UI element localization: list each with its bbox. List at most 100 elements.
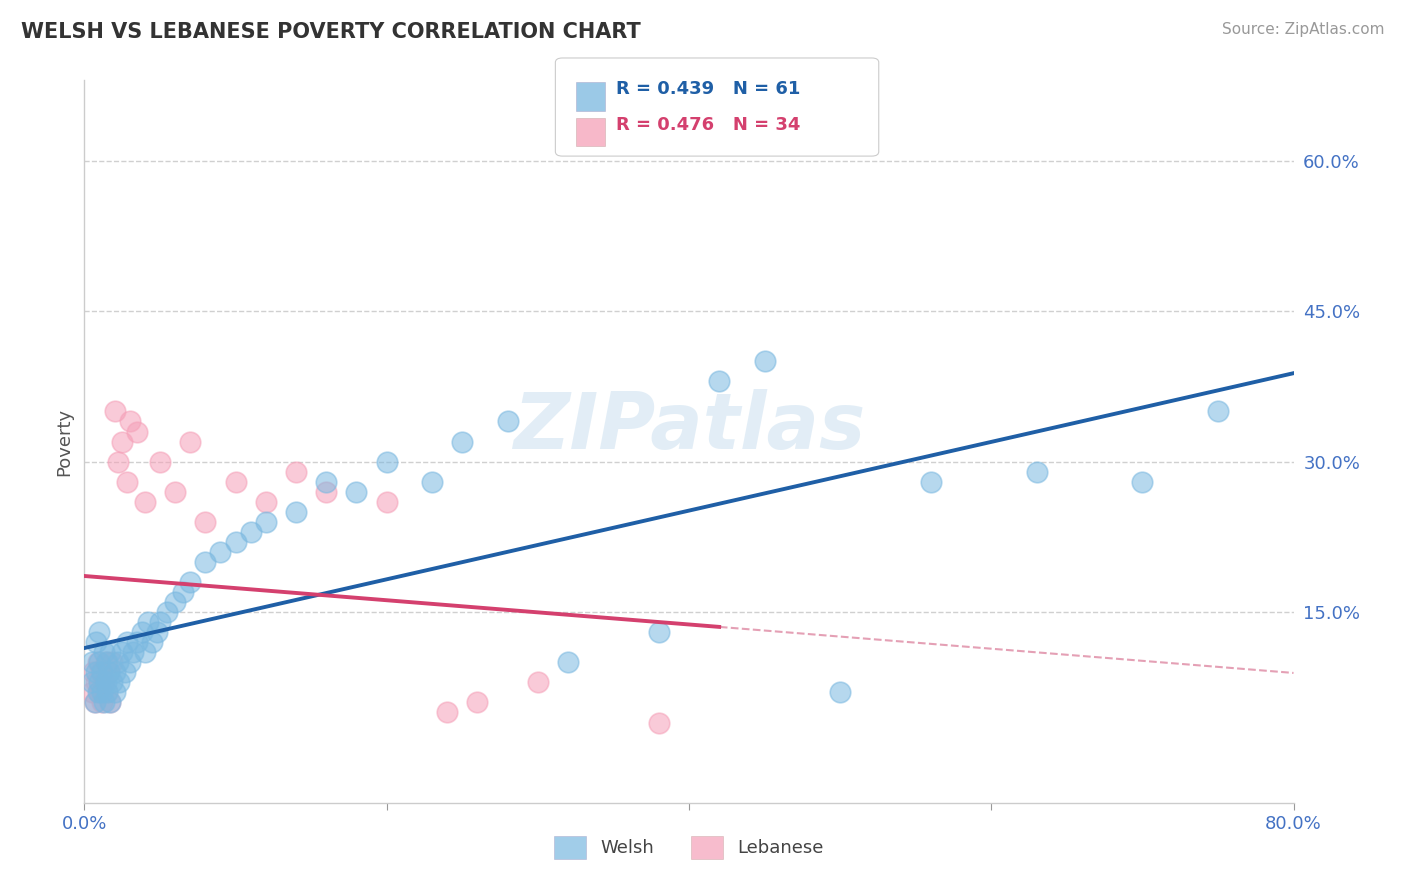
Welsh xyxy=(346,484,368,499)
Text: ZIPatlas: ZIPatlas xyxy=(513,389,865,465)
Welsh xyxy=(754,354,776,368)
Welsh xyxy=(96,685,118,699)
Welsh xyxy=(104,665,127,680)
Welsh xyxy=(84,696,107,710)
Welsh xyxy=(920,475,942,489)
Welsh xyxy=(107,655,129,669)
Lebanese xyxy=(86,675,108,690)
Text: R = 0.439   N = 61: R = 0.439 N = 61 xyxy=(616,80,800,98)
Lebanese xyxy=(94,655,117,669)
Welsh xyxy=(111,645,134,659)
Welsh xyxy=(98,696,121,710)
Lebanese xyxy=(97,665,120,680)
Lebanese xyxy=(100,655,122,669)
Welsh xyxy=(375,455,398,469)
Welsh xyxy=(141,635,163,649)
Legend: Welsh, Lebanese: Welsh, Lebanese xyxy=(547,829,831,866)
Welsh xyxy=(131,625,153,640)
Welsh xyxy=(89,625,111,640)
Welsh xyxy=(156,605,179,619)
Welsh xyxy=(149,615,172,630)
Lebanese xyxy=(93,675,115,690)
Welsh xyxy=(225,535,247,549)
Lebanese xyxy=(91,696,114,710)
Welsh xyxy=(91,665,114,680)
Lebanese xyxy=(375,494,398,508)
Welsh xyxy=(1025,465,1047,479)
Welsh xyxy=(94,675,117,690)
Lebanese xyxy=(254,494,277,508)
Welsh xyxy=(136,615,159,630)
Welsh xyxy=(100,675,122,690)
Welsh xyxy=(127,635,149,649)
Welsh xyxy=(91,685,114,699)
Text: Source: ZipAtlas.com: Source: ZipAtlas.com xyxy=(1222,22,1385,37)
Welsh xyxy=(89,655,111,669)
Welsh xyxy=(179,575,201,590)
Lebanese xyxy=(165,484,187,499)
Welsh xyxy=(496,414,519,429)
Lebanese xyxy=(82,665,104,680)
Lebanese xyxy=(127,425,149,439)
Text: R = 0.476   N = 34: R = 0.476 N = 34 xyxy=(616,116,800,134)
Lebanese xyxy=(467,696,489,710)
Lebanese xyxy=(527,675,550,690)
Welsh xyxy=(115,635,138,649)
Welsh xyxy=(172,585,194,599)
Welsh xyxy=(557,655,579,669)
Lebanese xyxy=(84,696,107,710)
Welsh xyxy=(86,665,108,680)
Text: WELSH VS LEBANESE POVERTY CORRELATION CHART: WELSH VS LEBANESE POVERTY CORRELATION CH… xyxy=(21,22,641,42)
Lebanese xyxy=(149,455,172,469)
Welsh xyxy=(114,665,136,680)
Lebanese xyxy=(96,685,118,699)
Lebanese xyxy=(225,475,247,489)
Welsh xyxy=(89,675,111,690)
Lebanese xyxy=(315,484,337,499)
Welsh xyxy=(239,524,262,539)
Welsh xyxy=(93,696,115,710)
Lebanese xyxy=(115,475,138,489)
Lebanese xyxy=(98,696,121,710)
Welsh xyxy=(98,645,121,659)
Welsh xyxy=(1206,404,1229,418)
Welsh xyxy=(254,515,277,529)
Welsh xyxy=(87,685,110,699)
Welsh xyxy=(121,645,143,659)
Welsh xyxy=(1130,475,1153,489)
Welsh xyxy=(648,625,671,640)
Welsh xyxy=(165,595,187,609)
Lebanese xyxy=(90,665,112,680)
Y-axis label: Poverty: Poverty xyxy=(55,408,73,475)
Welsh xyxy=(146,625,169,640)
Welsh xyxy=(315,475,337,489)
Lebanese xyxy=(87,655,110,669)
Welsh xyxy=(108,675,131,690)
Lebanese xyxy=(134,494,156,508)
Lebanese xyxy=(89,685,111,699)
Lebanese xyxy=(648,715,671,730)
Welsh xyxy=(80,675,103,690)
Welsh xyxy=(80,655,103,669)
Welsh xyxy=(93,645,115,659)
Welsh xyxy=(134,645,156,659)
Lebanese xyxy=(111,434,134,449)
Lebanese xyxy=(194,515,217,529)
Lebanese xyxy=(107,455,129,469)
Welsh xyxy=(104,685,127,699)
Welsh xyxy=(420,475,443,489)
Lebanese xyxy=(179,434,201,449)
Lebanese xyxy=(104,404,127,418)
Lebanese xyxy=(118,414,141,429)
Welsh xyxy=(830,685,852,699)
Welsh xyxy=(86,635,108,649)
Lebanese xyxy=(436,706,458,720)
Welsh xyxy=(451,434,474,449)
Welsh xyxy=(285,505,308,519)
Welsh xyxy=(118,655,141,669)
Welsh xyxy=(709,375,731,389)
Lebanese xyxy=(80,685,103,699)
Welsh xyxy=(96,655,118,669)
Welsh xyxy=(194,555,217,569)
Lebanese xyxy=(285,465,308,479)
